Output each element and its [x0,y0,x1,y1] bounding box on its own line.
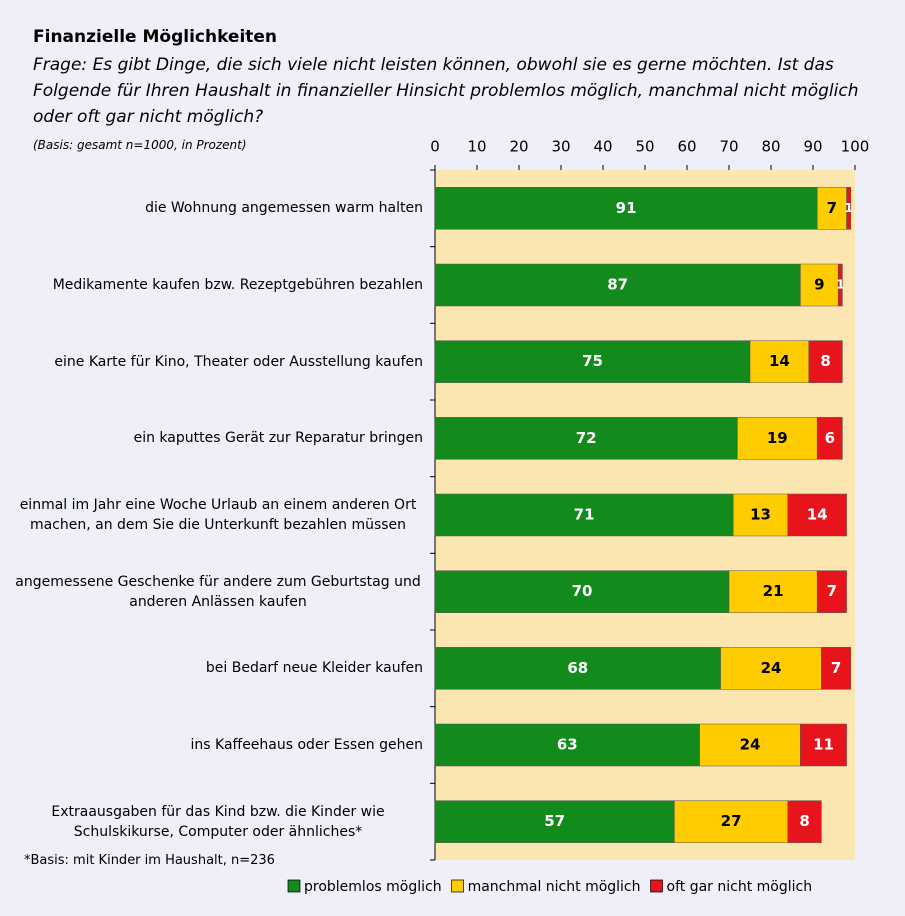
legend-label: manchmal nicht möglich [468,879,641,895]
legend-label: oft gar nicht möglich [667,879,813,895]
data-label: 57 [544,812,565,830]
category-label-box: einmal im Jahr eine Woche Urlaub an eine… [13,480,423,550]
x-tick-label: 0 [430,138,440,156]
legend-swatch [287,879,301,893]
y-tick-label: angemessene Geschenke für andere zum Geb… [15,573,421,610]
bar-segment [434,263,801,307]
y-tick-label: Medikamente kaufen bzw. Rezeptgebühren b… [52,277,423,293]
category-label-box: ins Kaffeehaus oder Essen gehen [13,710,423,780]
bar-segment [846,187,852,230]
x-tick-label: 70 [719,138,738,156]
data-label: 24 [761,659,782,677]
data-label: 1 [836,278,844,292]
x-tick-label: 100 [841,138,870,156]
data-label: 70 [572,582,593,600]
data-label: 14 [807,506,828,524]
category-label-box: ein kaputtes Gerät zur Reparatur bringen [13,403,423,473]
data-label: 75 [582,352,603,370]
data-label: 7 [827,199,837,217]
data-label: 9 [814,276,824,294]
data-label: 8 [820,352,830,370]
y-tick-label: eine Karte für Kino, Theater oder Ausste… [54,353,423,370]
data-label: 72 [576,429,597,447]
bar-segment [434,723,700,767]
data-label: 21 [763,582,784,600]
bar-segment [808,340,843,383]
category-label-box: eine Karte für Kino, Theater oder Ausste… [13,327,423,397]
category-label-box: bei Bedarf neue Kleider kaufen [13,633,423,703]
category-label-box: Extraausgaben für das Kind bzw. die Kind… [13,787,423,857]
data-label: 6 [825,429,835,447]
data-label: 63 [557,736,578,754]
category-label-box: Medikamente kaufen bzw. Rezeptgebühren b… [13,250,423,320]
y-tick-label: ins Kaffeehaus oder Essen gehen [190,737,423,753]
bar-segment [787,800,822,843]
data-label: 24 [740,736,761,754]
data-label: 68 [567,659,588,677]
subtitle: Frage: Es gibt Dinge, die sich viele nic… [33,55,859,127]
y-tick-label: bei Bedarf neue Kleider kaufen [205,660,423,677]
x-tick-label: 40 [593,138,612,156]
data-label: 91 [616,199,637,217]
bar-segment [816,570,847,613]
legend-swatch [451,879,464,893]
y-tick-label: Extraausgaben für das Kind bzw. die Kind… [51,803,385,840]
y-tick-label: die Wohnung angemessen warm halten [145,200,423,217]
x-tick-label: 60 [677,138,696,156]
x-tick-label: 10 [467,138,486,156]
bar-segment [720,647,822,690]
bar-segment [434,800,675,843]
category-label-box: angemessene Geschenke für andere zum Geb… [13,557,423,627]
legend-swatch [650,879,663,893]
data-label: 13 [750,506,771,524]
bar-segment [434,340,751,383]
x-tick-label: 30 [551,138,570,156]
data-label: 87 [607,276,628,294]
note: (Basis: gesamt n=1000, in Prozent) [33,138,247,152]
bar-segment [816,417,843,460]
data-label: 7 [827,582,837,600]
data-label: 27 [721,812,742,830]
bar-segment [837,263,843,307]
x-tick-label: 20 [509,138,528,156]
legend-label: problemlos möglich [304,879,442,895]
y-tick-label: ein kaputtes Gerät zur Reparatur bringen [133,430,423,447]
category-label-box: die Wohnung angemessen warm halten [13,173,423,243]
data-label: 1 [845,201,853,215]
bar-segment [674,800,789,843]
bar-segment [434,493,734,537]
y-tick-label: einmal im Jahr eine Woche Urlaub an eine… [19,497,417,533]
x-tick-label: 50 [635,138,654,156]
data-label: 14 [769,352,790,370]
bar-segment [800,723,847,767]
x-tick-label: 80 [761,138,780,156]
bar-segment [816,187,847,230]
data-label: 71 [574,506,595,524]
bar-segment [732,493,789,537]
data-label: 11 [813,736,834,754]
data-label: 8 [799,812,809,830]
x-tick-label: 90 [803,138,822,156]
bar-segment [434,647,721,690]
footnote: *Basis: mit Kinder im Haushalt, n=236 [24,853,275,868]
data-label: 7 [831,659,841,677]
chart-title: Finanzielle Möglichkeiten [33,27,278,47]
bar-segment [434,570,730,613]
bar-segment [434,187,818,230]
bar-segment [737,417,818,460]
bar-segment [787,493,847,537]
data-label: 19 [767,429,788,447]
bar-segment [728,570,818,613]
bar-segment [821,647,852,690]
